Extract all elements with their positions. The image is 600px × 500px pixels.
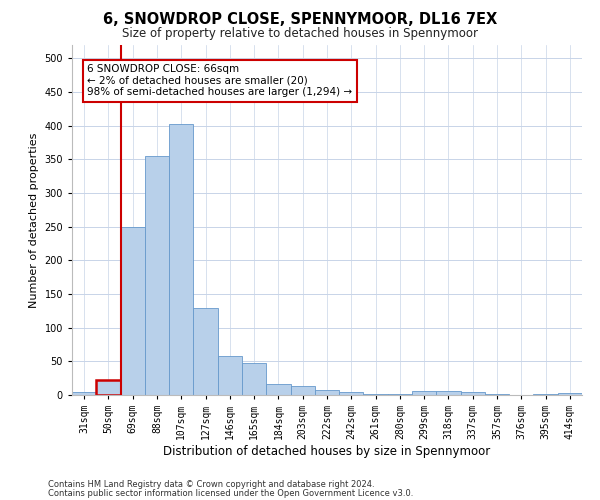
Text: Contains public sector information licensed under the Open Government Licence v3: Contains public sector information licen…	[48, 488, 413, 498]
Bar	[364, 394, 388, 395]
Bar	[121, 226, 145, 395]
Bar	[533, 394, 558, 395]
Bar	[218, 356, 242, 395]
Bar	[266, 384, 290, 395]
Bar	[315, 390, 339, 395]
Bar	[461, 392, 485, 395]
Bar	[193, 308, 218, 395]
Bar	[145, 156, 169, 395]
Bar	[339, 392, 364, 395]
Text: Size of property relative to detached houses in Spennymoor: Size of property relative to detached ho…	[122, 28, 478, 40]
Y-axis label: Number of detached properties: Number of detached properties	[29, 132, 39, 308]
X-axis label: Distribution of detached houses by size in Spennymoor: Distribution of detached houses by size …	[163, 445, 491, 458]
Bar	[388, 394, 412, 395]
Bar	[485, 394, 509, 395]
Bar	[558, 393, 582, 395]
Bar	[412, 391, 436, 395]
Text: Contains HM Land Registry data © Crown copyright and database right 2024.: Contains HM Land Registry data © Crown c…	[48, 480, 374, 489]
Bar	[72, 392, 96, 395]
Text: 6 SNOWDROP CLOSE: 66sqm
← 2% of detached houses are smaller (20)
98% of semi-det: 6 SNOWDROP CLOSE: 66sqm ← 2% of detached…	[88, 64, 352, 98]
Bar	[96, 380, 121, 395]
Text: 6, SNOWDROP CLOSE, SPENNYMOOR, DL16 7EX: 6, SNOWDROP CLOSE, SPENNYMOOR, DL16 7EX	[103, 12, 497, 28]
Bar	[436, 391, 461, 395]
Bar	[169, 124, 193, 395]
Bar	[290, 386, 315, 395]
Bar	[242, 362, 266, 395]
